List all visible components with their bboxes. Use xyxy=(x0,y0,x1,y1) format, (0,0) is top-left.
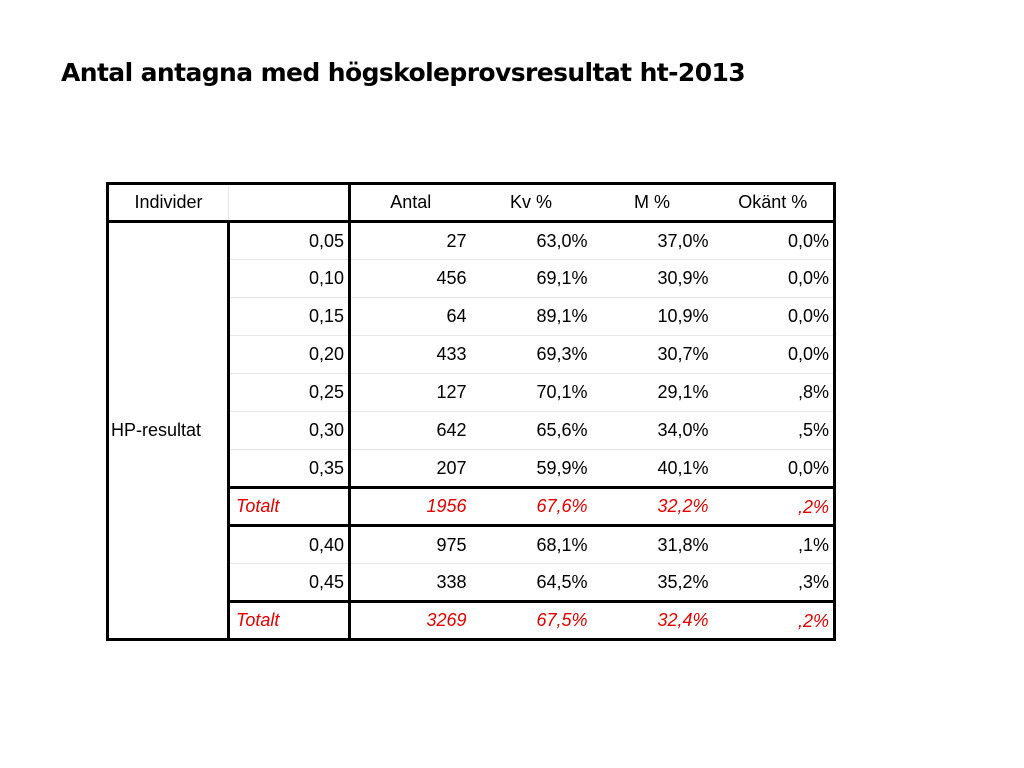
okant-cell: ,2% xyxy=(712,601,836,641)
okant-cell: 0,0% xyxy=(712,335,836,374)
hp-cell: 0,40 xyxy=(227,525,350,564)
total-row: Totalt 1956 67,6% 32,2% ,2% xyxy=(108,487,836,527)
okant-cell: ,5% xyxy=(712,411,836,450)
kv-cell: 63,0% xyxy=(470,221,592,260)
header-m: M % xyxy=(591,182,713,223)
table-body: HP-resultat 0,05 27 63,0% 37,0% 0,0% 0,10 456 69… xyxy=(106,221,836,641)
header-kv: Kv % xyxy=(470,182,592,223)
kv-cell: 69,3% xyxy=(470,335,592,374)
okant-cell: 0,0% xyxy=(712,297,836,336)
antal-cell: 433 xyxy=(348,335,471,374)
antal-cell: 975 xyxy=(348,525,471,564)
kv-cell: 64,5% xyxy=(470,563,592,603)
okant-cell: 0,0% xyxy=(712,221,836,260)
okant-cell: 0,0% xyxy=(712,259,836,298)
kv-cell: 67,6% xyxy=(470,487,592,527)
kv-cell: 70,1% xyxy=(470,373,592,412)
antal-cell: 456 xyxy=(348,259,471,298)
header-blank xyxy=(228,182,350,223)
table-row: 0,25 127 70,1% 29,1% ,8% xyxy=(108,373,836,412)
okant-cell: 0,0% xyxy=(712,449,836,489)
header-individer: Individer xyxy=(106,182,229,223)
kv-cell: 65,6% xyxy=(470,411,592,450)
hp-cell: 0,45 xyxy=(227,563,350,603)
table-row: 0,15 64 89,1% 10,9% 0,0% xyxy=(108,297,836,336)
hp-cell: 0,15 xyxy=(227,297,350,336)
okant-cell: ,2% xyxy=(712,487,836,527)
m-cell: 35,2% xyxy=(591,563,713,603)
table-row: 0,40 975 68,1% 31,8% ,1% xyxy=(108,525,836,564)
hp-cell: 0,05 xyxy=(227,221,350,260)
m-cell: 30,9% xyxy=(591,259,713,298)
hp-cell: 0,20 xyxy=(227,335,350,374)
table-row: 0,30 642 65,6% 34,0% ,5% xyxy=(108,411,836,450)
hp-cell: 0,25 xyxy=(227,373,350,412)
kv-cell: 67,5% xyxy=(470,601,592,641)
m-cell: 32,4% xyxy=(591,601,713,641)
antal-cell: 642 xyxy=(348,411,471,450)
hp-cell: 0,35 xyxy=(227,449,350,489)
results-table: Individer Antal Kv % M % Okänt % HP-resu… xyxy=(106,182,836,641)
table-row: 0,20 433 69,3% 30,7% 0,0% xyxy=(108,335,836,374)
table-row: HP-resultat 0,05 27 63,0% 37,0% 0,0% xyxy=(106,221,836,641)
hp-cell: 0,30 xyxy=(227,411,350,450)
kv-cell: 69,1% xyxy=(470,259,592,298)
header-okant: Okänt % xyxy=(712,182,836,223)
antal-cell: 207 xyxy=(348,449,471,489)
m-cell: 37,0% xyxy=(591,221,713,260)
m-cell: 32,2% xyxy=(591,487,713,527)
antal-cell: 27 xyxy=(348,221,471,260)
total-row: Totalt 3269 67,5% 32,4% ,2% xyxy=(108,601,836,641)
group-label-hp-resultat: HP-resultat xyxy=(106,221,229,641)
antal-cell: 127 xyxy=(348,373,471,412)
header-antal: Antal xyxy=(348,182,471,223)
kv-cell: 68,1% xyxy=(470,525,592,564)
header-row: Individer Antal Kv % M % Okänt % xyxy=(106,182,836,223)
m-cell: 30,7% xyxy=(591,335,713,374)
kv-cell: 89,1% xyxy=(470,297,592,336)
m-cell: 31,8% xyxy=(591,525,713,564)
hp-cell: 0,10 xyxy=(227,259,350,298)
table-row: 0,45 338 64,5% 35,2% ,3% xyxy=(108,563,836,603)
m-cell: 10,9% xyxy=(591,297,713,336)
m-cell: 40,1% xyxy=(591,449,713,489)
antal-cell: 338 xyxy=(348,563,471,603)
table-row: 0,35 207 59,9% 40,1% 0,0% xyxy=(108,449,836,489)
antal-cell: 3269 xyxy=(348,601,471,641)
kv-cell: 59,9% xyxy=(470,449,592,489)
antal-cell: 64 xyxy=(348,297,471,336)
okant-cell: ,8% xyxy=(712,373,836,412)
hp-cell: Totalt xyxy=(227,487,350,527)
antal-cell: 1956 xyxy=(348,487,471,527)
table-row: 0,10 456 69,1% 30,9% 0,0% xyxy=(108,259,836,298)
hp-cell: Totalt xyxy=(227,601,350,641)
okant-cell: ,1% xyxy=(712,525,836,564)
page-title: Antal antagna med högskoleprovsresultat … xyxy=(61,58,746,87)
okant-cell: ,3% xyxy=(712,563,836,603)
m-cell: 29,1% xyxy=(591,373,713,412)
m-cell: 34,0% xyxy=(591,411,713,450)
